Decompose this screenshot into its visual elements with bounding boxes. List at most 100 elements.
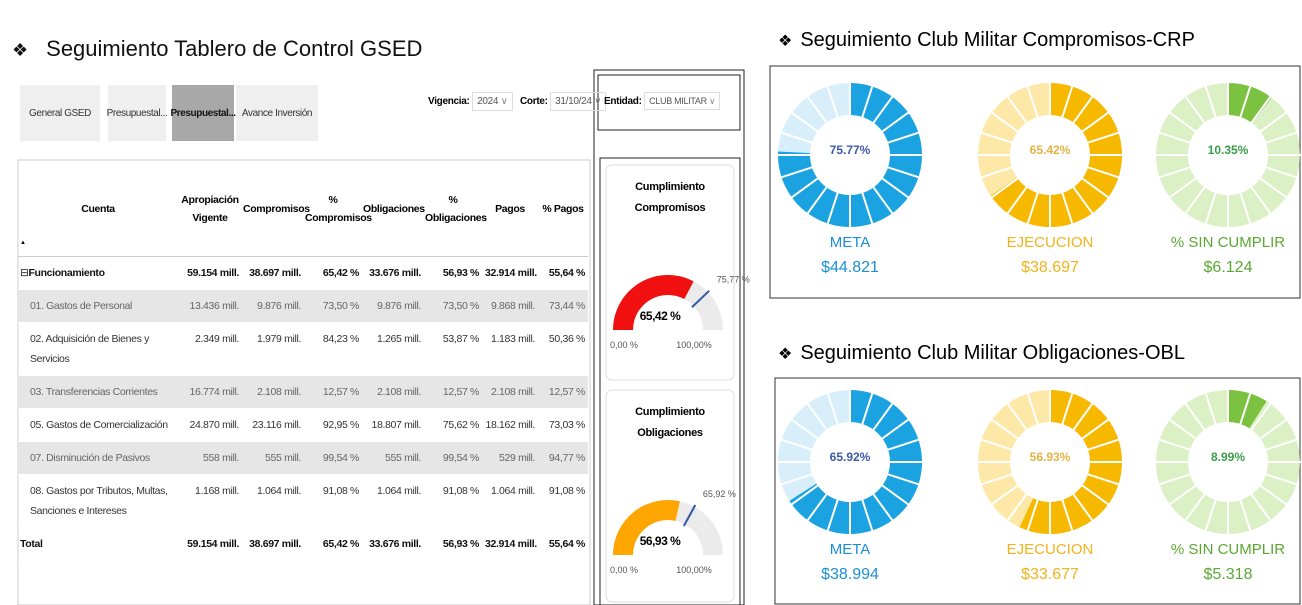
side-frame bbox=[593, 69, 745, 605]
column-header[interactable]: Pagos bbox=[482, 162, 538, 257]
cell: 73,03 % bbox=[538, 408, 588, 442]
cell: 55,64 % bbox=[538, 256, 588, 290]
corte-filter[interactable]: Corte: 31/10/24 bbox=[520, 92, 607, 111]
donut-gap bbox=[1264, 473, 1298, 486]
cell: 99,54 % bbox=[424, 441, 482, 475]
column-header[interactable]: Apropiación Vigente bbox=[178, 162, 242, 257]
icon: ❖ bbox=[778, 33, 793, 50]
donut-gap bbox=[1184, 492, 1206, 522]
cell: 01. Gastos de Personal bbox=[18, 289, 178, 323]
panel-frame bbox=[774, 377, 1301, 605]
gauge-value-label: 65,42 % bbox=[640, 309, 681, 323]
gauge-target bbox=[691, 289, 710, 308]
panel-title: ❖ Seguimiento Club Militar Compromisos-CR… bbox=[778, 29, 1195, 52]
title: Seguimiento Club Militar Compromisos-CRP bbox=[800, 29, 1195, 51]
cell: 2.108 mill. bbox=[242, 375, 304, 409]
table-row: 07. Disminución de Pasivos 558 mill. 555 m… bbox=[18, 441, 588, 475]
tab[interactable]: Presupuestal... bbox=[107, 85, 168, 141]
cell: 2.108 mill. bbox=[482, 375, 538, 409]
value[interactable]: CLUB MILITAR bbox=[644, 92, 721, 110]
donut-gap bbox=[1264, 166, 1298, 179]
cell: 91,08 % bbox=[304, 474, 362, 528]
donut-value bbox=[1228, 390, 1267, 429]
donut-gap bbox=[1080, 484, 1110, 506]
donut-amount: $33.677 bbox=[1021, 566, 1079, 583]
donut-gap bbox=[1258, 111, 1288, 133]
donut-name: EJECUCION bbox=[1007, 541, 1094, 558]
cell: 32.914 mill. bbox=[482, 256, 538, 290]
donut-gap bbox=[1072, 402, 1094, 432]
donut-gap bbox=[1086, 473, 1120, 486]
donut-gap bbox=[990, 177, 1020, 199]
column-header[interactable]: % Obligaciones bbox=[424, 162, 487, 257]
cell: 1.064 mill. bbox=[242, 474, 304, 528]
vigencia-filter[interactable]: Vigencia: 2024 bbox=[428, 92, 513, 111]
donut-gap bbox=[826, 191, 839, 225]
donut-gap bbox=[790, 418, 820, 440]
donut-label: 10.35% bbox=[1208, 143, 1249, 157]
gauge-value bbox=[613, 275, 694, 330]
donut-gap bbox=[990, 418, 1020, 440]
column-header[interactable]: Cuenta bbox=[18, 162, 178, 257]
donut-gap bbox=[886, 166, 920, 179]
tab[interactable]: General GSED bbox=[20, 85, 100, 141]
donut-gap bbox=[790, 484, 820, 506]
table-row: 03. Transferencias Corrientes 16.774 mill… bbox=[18, 375, 588, 409]
cell: 65,42 % bbox=[304, 527, 362, 561]
donut-gap bbox=[1158, 438, 1192, 451]
donut-label: 56.93% bbox=[1030, 450, 1071, 464]
cell: 99,54 % bbox=[304, 441, 362, 475]
panel-title: ❖ Seguimiento Club Militar Obligaciones-O… bbox=[778, 342, 1185, 365]
donut-gap bbox=[780, 473, 814, 486]
donut-gap bbox=[780, 131, 814, 144]
cell: 18.807 mill. bbox=[362, 408, 424, 442]
donut-gap bbox=[826, 85, 839, 119]
donut-gap bbox=[1239, 392, 1252, 426]
column-header[interactable]: Compromisos bbox=[242, 162, 310, 257]
tab[interactable]: Presupuestal... bbox=[170, 85, 236, 141]
table-row: 05. Gastos de Comercialización 24.870 mil… bbox=[18, 408, 588, 442]
gauge-target-label: 75,77 % bbox=[717, 275, 750, 285]
donut-gap bbox=[1168, 111, 1198, 133]
donut-gap bbox=[886, 131, 920, 144]
column-header[interactable]: Obligaciones bbox=[362, 162, 425, 257]
cell: 03. Transferencias Corrientes bbox=[18, 375, 178, 409]
donut-gap bbox=[1086, 166, 1120, 179]
cell: 9.868 mill. bbox=[482, 289, 538, 323]
donut-gap bbox=[1061, 191, 1074, 225]
donut-gap bbox=[861, 392, 874, 426]
table-row: Total 59.154 mill. 38.697 mill. 65,42 % 33.6… bbox=[18, 527, 588, 561]
donut-gap bbox=[1072, 492, 1094, 522]
cell: 75,62 % bbox=[424, 408, 482, 442]
donut-amount: $5.318 bbox=[1204, 566, 1253, 583]
cell: 38.697 mill. bbox=[242, 256, 304, 290]
cell: 59.154 mill. bbox=[178, 256, 242, 290]
cell: 13.436 mill. bbox=[178, 289, 242, 323]
donut-gap bbox=[1026, 392, 1039, 426]
cell: 38.697 mill. bbox=[242, 527, 304, 561]
donut-gap bbox=[1061, 85, 1074, 119]
donut-gap bbox=[1250, 492, 1272, 522]
entidad-filter[interactable]: Entidad: CLUB MILITAR bbox=[604, 92, 721, 110]
tab[interactable]: Avance Inversión bbox=[236, 85, 318, 141]
donut-gap bbox=[1158, 131, 1192, 144]
table-row: 08. Gastos por Tributos, Multas, Sancion… bbox=[18, 474, 588, 528]
cell: 92,95 % bbox=[304, 408, 362, 442]
cell: Funcionamiento bbox=[18, 256, 178, 290]
column-header[interactable]: % Pagos bbox=[538, 162, 588, 257]
cell: 55,64 % bbox=[538, 527, 588, 561]
donut-gap bbox=[1204, 498, 1217, 532]
donut-gap bbox=[790, 111, 820, 133]
donut-gap bbox=[806, 185, 828, 215]
value[interactable]: 31/10/24 bbox=[550, 92, 607, 111]
value[interactable]: 2024 bbox=[472, 92, 513, 111]
donut-value bbox=[778, 83, 923, 228]
donut-name: META bbox=[830, 234, 871, 251]
donut-gap bbox=[1168, 418, 1198, 440]
column-header[interactable]: % Compromisos bbox=[304, 162, 372, 257]
gauge-target-label: 65,92 % bbox=[703, 489, 736, 499]
donut-gap bbox=[1026, 191, 1039, 225]
